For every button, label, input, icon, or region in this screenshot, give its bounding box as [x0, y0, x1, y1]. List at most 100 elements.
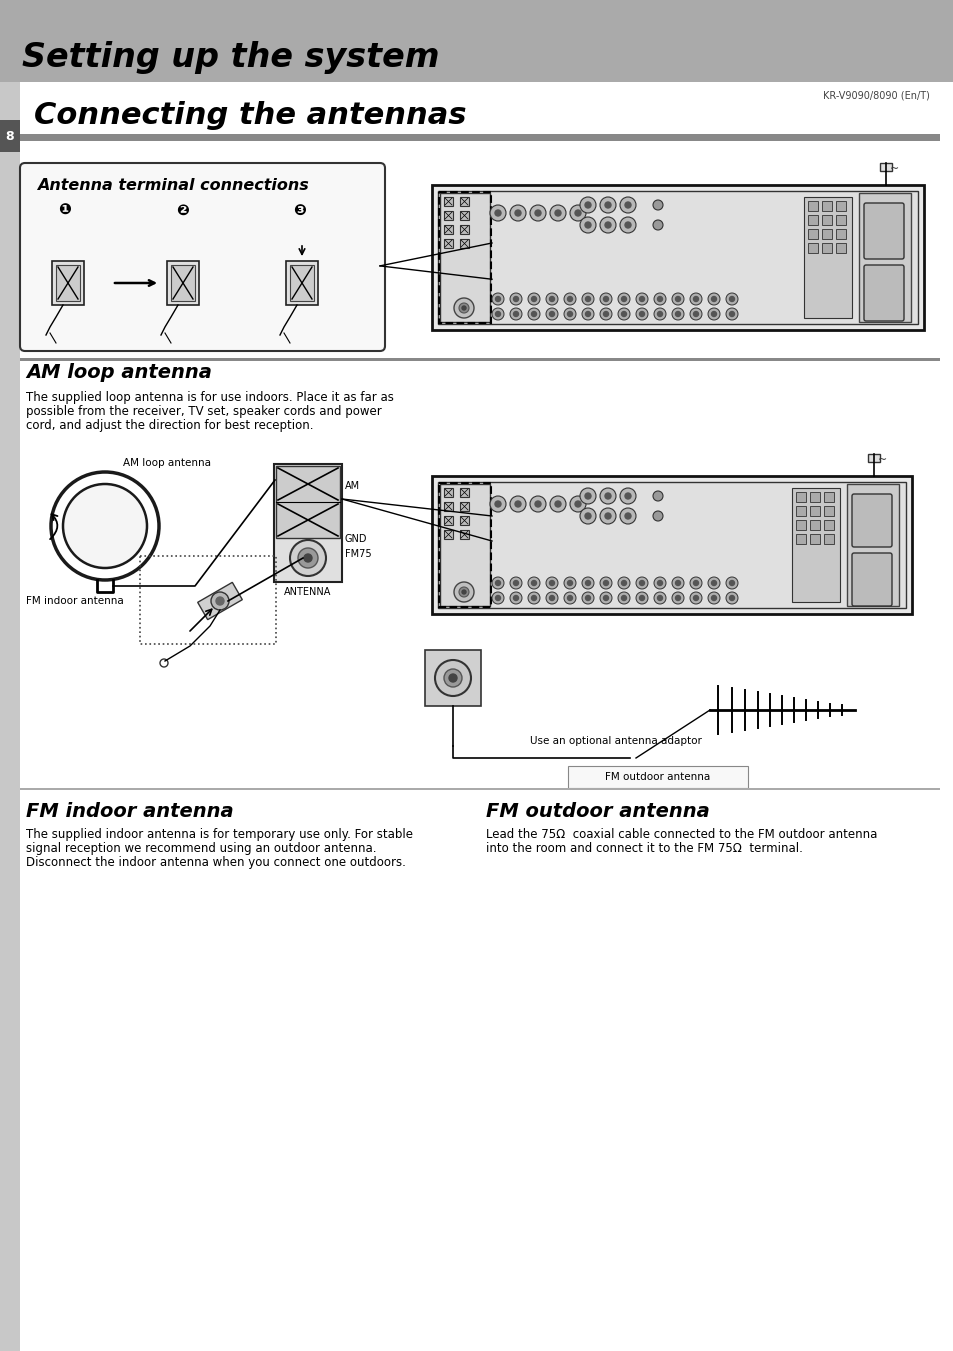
Circle shape [584, 203, 590, 208]
Bar [0, 0, 953, 82]
Circle shape [549, 581, 554, 585]
Text: AM loop antenna: AM loop antenna [123, 458, 211, 467]
Text: FM indoor antenna: FM indoor antenna [26, 596, 124, 607]
Circle shape [636, 592, 647, 604]
Circle shape [603, 296, 608, 301]
Text: FM outdoor antenna: FM outdoor antenna [485, 802, 709, 821]
Bar [443, 488, 453, 497]
Text: GND: GND [345, 534, 367, 544]
Circle shape [619, 488, 636, 504]
Circle shape [435, 661, 471, 696]
Circle shape [603, 596, 608, 600]
Circle shape [599, 197, 616, 213]
Bar [809, 520, 820, 530]
Bar [443, 197, 453, 205]
Circle shape [618, 577, 629, 589]
Bar [803, 197, 851, 317]
Bar [459, 211, 469, 220]
Circle shape [579, 508, 596, 524]
Circle shape [492, 308, 503, 320]
Bar [459, 503, 469, 511]
FancyBboxPatch shape [851, 553, 891, 607]
Text: ❶: ❶ [58, 203, 71, 218]
Bar [459, 239, 469, 249]
Circle shape [304, 554, 312, 562]
Circle shape [63, 484, 147, 567]
Bar [286, 261, 317, 305]
Circle shape [624, 513, 630, 519]
Circle shape [545, 592, 558, 604]
Bar [197, 582, 242, 620]
Bar [443, 239, 453, 249]
Circle shape [671, 577, 683, 589]
Bar [807, 215, 817, 226]
Text: KR-V9090/8090 (En/T): KR-V9090/8090 (En/T) [822, 91, 929, 100]
Bar [443, 211, 453, 220]
Circle shape [689, 293, 701, 305]
Circle shape [599, 592, 612, 604]
Text: Antenna terminal connections: Antenna terminal connections [37, 178, 309, 193]
Circle shape [675, 596, 679, 600]
Circle shape [639, 581, 644, 585]
Circle shape [530, 205, 545, 222]
Bar [823, 507, 833, 516]
Bar [459, 516, 469, 526]
Circle shape [707, 308, 720, 320]
Text: FM75: FM75 [345, 549, 372, 559]
FancyBboxPatch shape [863, 203, 903, 259]
Bar [867, 454, 879, 462]
Bar [274, 463, 341, 582]
Circle shape [495, 596, 500, 600]
Circle shape [510, 293, 521, 305]
Bar [290, 265, 314, 301]
Circle shape [579, 488, 596, 504]
FancyBboxPatch shape [863, 265, 903, 322]
Bar [167, 261, 199, 305]
Bar [821, 230, 831, 239]
Circle shape [599, 293, 612, 305]
Circle shape [620, 581, 626, 585]
Circle shape [492, 293, 503, 305]
Circle shape [454, 582, 474, 603]
Circle shape [550, 205, 565, 222]
Circle shape [211, 592, 229, 611]
Circle shape [711, 596, 716, 600]
Circle shape [620, 312, 626, 316]
Circle shape [527, 592, 539, 604]
Bar [807, 230, 817, 239]
Circle shape [531, 596, 536, 600]
Bar [459, 488, 469, 497]
Circle shape [652, 511, 662, 521]
Circle shape [563, 308, 576, 320]
Bar [835, 230, 845, 239]
Circle shape [567, 312, 572, 316]
Circle shape [490, 205, 505, 222]
Circle shape [550, 496, 565, 512]
Circle shape [492, 592, 503, 604]
Circle shape [707, 293, 720, 305]
Circle shape [707, 592, 720, 604]
Circle shape [513, 312, 518, 316]
Circle shape [458, 586, 469, 597]
Circle shape [510, 496, 525, 512]
Circle shape [657, 296, 661, 301]
Circle shape [657, 312, 661, 316]
Bar [0, 120, 20, 153]
Bar [791, 488, 840, 603]
Circle shape [585, 596, 590, 600]
Circle shape [604, 222, 610, 228]
Circle shape [585, 296, 590, 301]
Circle shape [603, 312, 608, 316]
Circle shape [584, 493, 590, 499]
Circle shape [567, 296, 572, 301]
Bar [835, 215, 845, 226]
Circle shape [599, 577, 612, 589]
Bar [56, 265, 80, 301]
Circle shape [636, 577, 647, 589]
Bar [795, 492, 805, 503]
FancyBboxPatch shape [20, 163, 385, 351]
Text: Use an optional antenna adaptor: Use an optional antenna adaptor [530, 736, 701, 746]
Circle shape [567, 596, 572, 600]
Bar [437, 190, 917, 324]
Circle shape [599, 488, 616, 504]
